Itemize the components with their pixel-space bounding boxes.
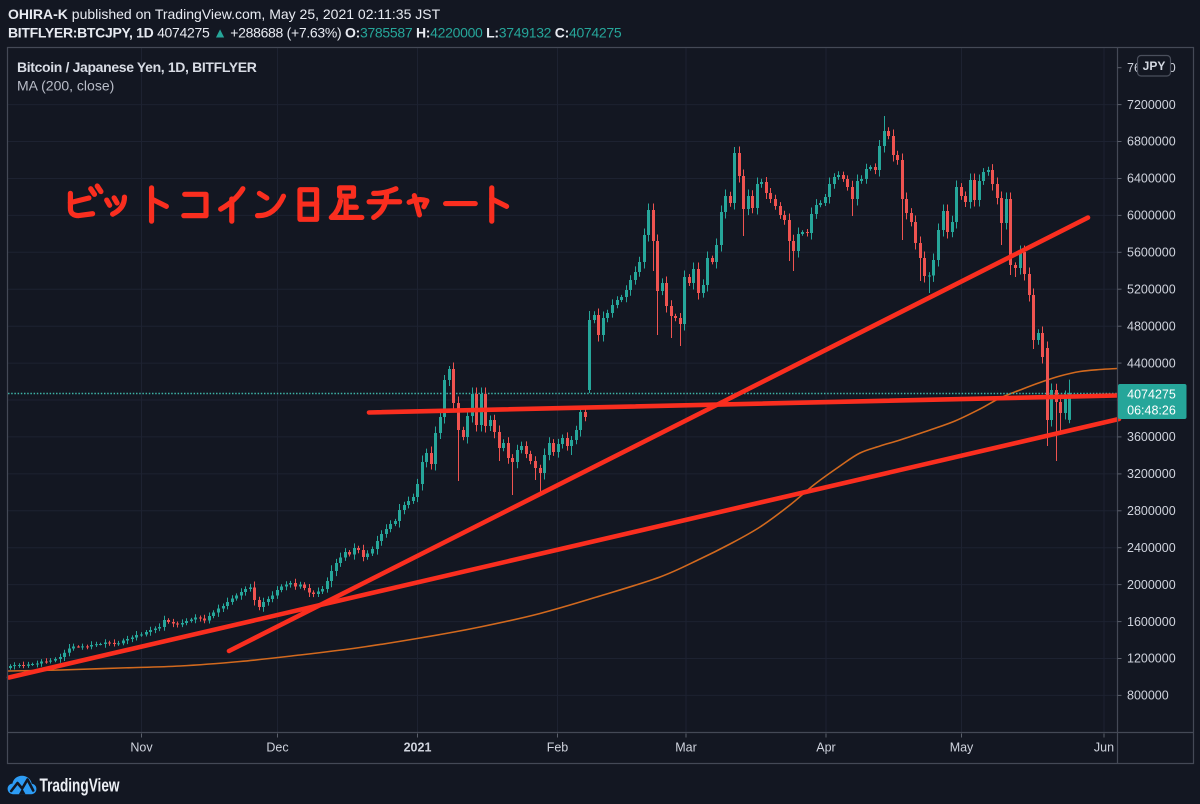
svg-text:7200000: 7200000 <box>1127 98 1176 112</box>
svg-text:3600000: 3600000 <box>1127 430 1176 444</box>
svg-text:1200000: 1200000 <box>1127 652 1176 666</box>
svg-text:6800000: 6800000 <box>1127 135 1176 149</box>
svg-text:800000: 800000 <box>1127 689 1169 703</box>
svg-text:May: May <box>950 741 974 755</box>
svg-text:Nov: Nov <box>130 741 153 755</box>
svg-text:Feb: Feb <box>547 741 569 755</box>
svg-text:5600000: 5600000 <box>1127 246 1176 260</box>
svg-text:2000000: 2000000 <box>1127 578 1176 592</box>
svg-text:2021: 2021 <box>404 741 432 755</box>
svg-text:1600000: 1600000 <box>1127 615 1176 629</box>
svg-text:4800000: 4800000 <box>1127 319 1176 333</box>
svg-text:6000000: 6000000 <box>1127 209 1176 223</box>
svg-text:5200000: 5200000 <box>1127 282 1176 296</box>
svg-text:4074275: 4074275 <box>1127 388 1176 402</box>
svg-text:Mar: Mar <box>675 741 697 755</box>
svg-text:Dec: Dec <box>266 741 288 755</box>
svg-text:Bitcoin / Japanese Yen, 1D, BI: Bitcoin / Japanese Yen, 1D, BITFLYER <box>17 59 257 75</box>
svg-text:2800000: 2800000 <box>1127 504 1176 518</box>
svg-text:MA (200, close): MA (200, close) <box>17 78 114 94</box>
svg-text:4400000: 4400000 <box>1127 356 1176 370</box>
svg-text:JPY: JPY <box>1143 59 1166 73</box>
svg-text:06:48:26: 06:48:26 <box>1127 404 1176 418</box>
svg-text:Jun: Jun <box>1094 741 1114 755</box>
svg-text:2400000: 2400000 <box>1127 541 1176 555</box>
svg-text:TradingView: TradingView <box>40 775 120 796</box>
svg-text:OHIRA-K published on TradingVi: OHIRA-K published on TradingView.com, Ma… <box>8 6 441 22</box>
svg-text:6400000: 6400000 <box>1127 172 1176 186</box>
svg-text:BITFLYER:BTCJPY, 1D 4074275 ▲: BITFLYER:BTCJPY, 1D 4074275 ▲ +288688 (+… <box>8 25 622 41</box>
svg-text:Apr: Apr <box>816 741 835 755</box>
svg-text:3200000: 3200000 <box>1127 467 1176 481</box>
